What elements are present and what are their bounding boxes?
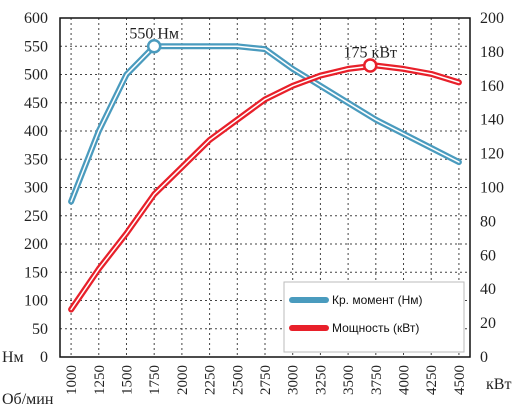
x-tick-label: 1750 bbox=[147, 365, 163, 395]
legend-label-torque: Кр. момент (Нм) bbox=[332, 293, 423, 307]
left-tick-label: 300 bbox=[24, 180, 48, 197]
peak-markers: 550 Нм 175 кВт bbox=[129, 25, 397, 73]
left-tick-label: 50 bbox=[32, 321, 48, 338]
right-tick-label: 20 bbox=[480, 315, 496, 332]
left-tick-labels: 0 50 100 150 200 250 300 350 400 450 500 550 600 bbox=[24, 10, 48, 366]
x-tick-label: 3500 bbox=[341, 365, 357, 395]
right-axis-unit: кВт bbox=[486, 376, 511, 393]
right-tick-label: 40 bbox=[480, 281, 496, 298]
legend: Кр. момент (Нм) Мощность (кВт) bbox=[283, 281, 465, 353]
x-tick-label: 2000 bbox=[175, 365, 191, 395]
left-tick-label: 0 bbox=[40, 349, 48, 366]
x-tick-label: 2750 bbox=[258, 365, 274, 395]
x-tick-labels: 1000 1250 1500 1750 2000 2250 2500 2750 3000 3250… bbox=[64, 365, 468, 395]
left-tick-label: 500 bbox=[24, 67, 48, 84]
x-tick-label: 4500 bbox=[452, 365, 468, 395]
left-tick-label: 100 bbox=[24, 293, 48, 310]
peak-marker-0 bbox=[146, 39, 162, 54]
x-tick-label: 3750 bbox=[369, 365, 385, 395]
right-tick-labels: 0 20 40 60 80 100 120 140 160 180 200 bbox=[480, 10, 504, 366]
left-tick-label: 200 bbox=[24, 236, 48, 253]
right-tick-label: 140 bbox=[480, 112, 504, 129]
right-tick-label: 180 bbox=[480, 44, 504, 61]
legend-box bbox=[283, 281, 465, 353]
x-tick-label: 2500 bbox=[230, 365, 246, 395]
plot-frame bbox=[59, 17, 471, 358]
right-tick-label: 0 bbox=[480, 349, 488, 366]
left-tick-label: 150 bbox=[24, 264, 48, 281]
peak-marker-1 bbox=[363, 58, 378, 73]
x-tick-label: 3000 bbox=[286, 365, 302, 395]
left-tick-label: 550 bbox=[24, 38, 48, 55]
right-tick-label: 160 bbox=[480, 78, 504, 95]
x-tick-label: 2250 bbox=[203, 365, 219, 395]
left-tick-label: 250 bbox=[24, 208, 48, 225]
series-line-highlight-1 bbox=[70, 64, 460, 311]
left-tick-label: 350 bbox=[24, 151, 48, 168]
left-axis-unit: Нм bbox=[2, 349, 24, 366]
x-tick-label: 1000 bbox=[64, 365, 80, 395]
right-tick-label: 60 bbox=[480, 247, 496, 264]
x-tick-label: 1500 bbox=[119, 365, 135, 395]
left-tick-label: 450 bbox=[24, 95, 48, 112]
left-tick-label: 400 bbox=[24, 123, 48, 140]
peak-label-0: 550 Нм bbox=[129, 25, 179, 42]
right-tick-label: 120 bbox=[480, 146, 504, 163]
series-lines bbox=[68, 43, 462, 313]
x-axis-unit: Об/мин bbox=[2, 391, 54, 408]
left-tick-label: 600 bbox=[24, 10, 48, 27]
series-line-highlight-0 bbox=[70, 45, 460, 203]
right-tick-label: 200 bbox=[480, 10, 504, 27]
x-tick-label: 3250 bbox=[313, 365, 329, 395]
right-tick-label: 80 bbox=[480, 213, 496, 230]
peak-label-1: 175 кВт bbox=[344, 44, 397, 61]
x-tick-label: 4250 bbox=[424, 365, 440, 395]
right-tick-label: 100 bbox=[480, 180, 504, 197]
x-tick-label: 4000 bbox=[397, 365, 413, 395]
x-tick-label: 1250 bbox=[92, 365, 108, 395]
legend-label-power: Мощность (кВт) bbox=[332, 321, 419, 335]
